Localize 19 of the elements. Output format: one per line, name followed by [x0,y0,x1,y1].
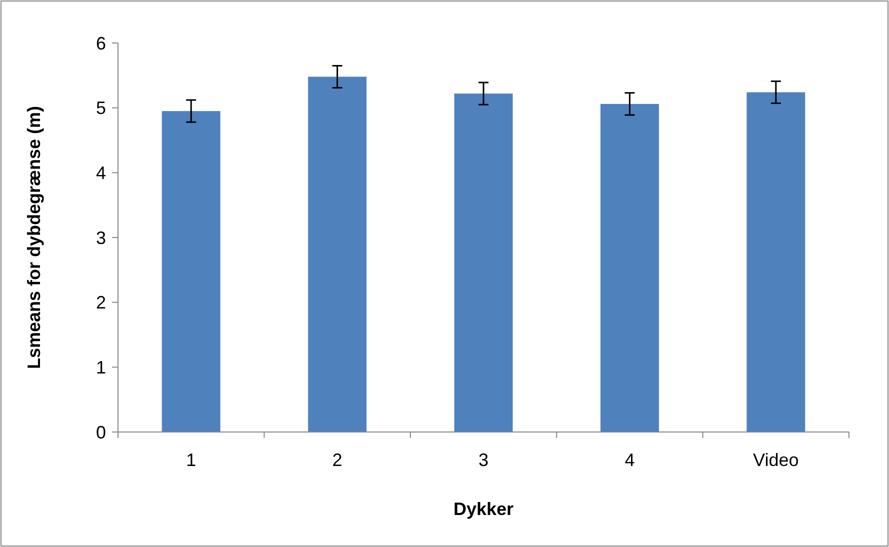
x-tick-label: 2 [332,450,342,470]
y-tick-label: 3 [96,228,106,248]
y-axis-title: Lsmeans for dybdegrænse (m) [24,106,44,370]
x-tick-label: 4 [624,450,635,470]
bar [308,76,367,432]
y-tick-label: 2 [96,292,106,313]
y-tick-label: 5 [96,98,106,118]
x-axis-title: Dykker [453,499,514,519]
x-tick-label: Video [753,450,799,470]
y-tick-label: 6 [96,33,106,54]
bar [162,111,220,432]
y-tick-label: 4 [96,162,106,183]
bar [600,104,659,432]
y-tick-label: 1 [96,357,106,378]
bar [746,92,806,432]
y-tick-label: 0 [96,422,106,442]
x-tick-label: 1 [186,450,196,470]
x-tick-label: 3 [478,450,489,470]
bar [454,94,513,432]
